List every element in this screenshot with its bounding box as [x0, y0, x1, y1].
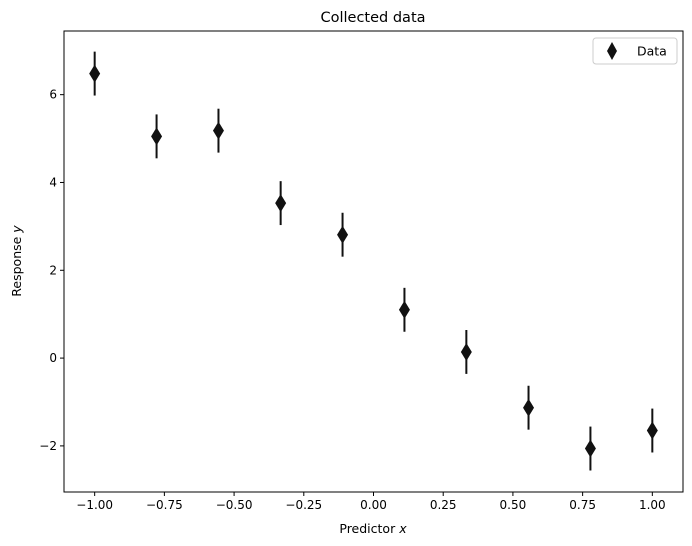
x-tick-label: 0.00 [360, 498, 387, 512]
x-tick-label: 0.25 [430, 498, 457, 512]
data-point [275, 194, 287, 213]
x-tick-label: −0.75 [146, 498, 183, 512]
x-tick-label: −0.50 [216, 498, 253, 512]
legend-marker-diamond [607, 42, 617, 60]
y-tick-label: 6 [49, 88, 57, 102]
data-point [460, 342, 472, 361]
x-tick-label: 0.50 [500, 498, 527, 512]
data-point [212, 121, 224, 140]
x-axis-label: Predictor x [339, 521, 407, 536]
x-axis-label-text: Predictor [339, 521, 399, 536]
y-axis-label: Response y [9, 225, 24, 297]
data-point [646, 421, 658, 440]
y-tick-label: 4 [49, 175, 57, 189]
data-point [398, 300, 410, 319]
data-point [89, 64, 101, 83]
data-point [584, 439, 596, 458]
y-tick-label: 0 [49, 351, 57, 365]
x-tick-label: −1.00 [76, 498, 113, 512]
data-point [151, 127, 163, 146]
chart-title: Collected data [320, 10, 425, 26]
data-point [337, 225, 349, 244]
legend-box [592, 37, 678, 65]
y-tick-label: 2 [49, 263, 57, 277]
y-axis-label-variable: y [9, 225, 24, 234]
data-point [523, 398, 535, 417]
x-axis: −1.00 −0.75 −0.50 −0.25 0.00 0.25 0.50 0.75 1.00 [76, 492, 666, 512]
y-axis-label-text: Response [9, 233, 24, 297]
x-axis-label-variable: x [398, 521, 407, 536]
x-tick-label: 1.00 [639, 498, 666, 512]
y-tick-label: −2 [39, 439, 57, 453]
y-axis: −2 0 2 4 6 [39, 88, 64, 453]
legend-entry-label: Data [637, 44, 667, 59]
legend: Data [592, 37, 678, 65]
x-tick-label: 0.75 [569, 498, 596, 512]
x-tick-label: −0.25 [285, 498, 322, 512]
